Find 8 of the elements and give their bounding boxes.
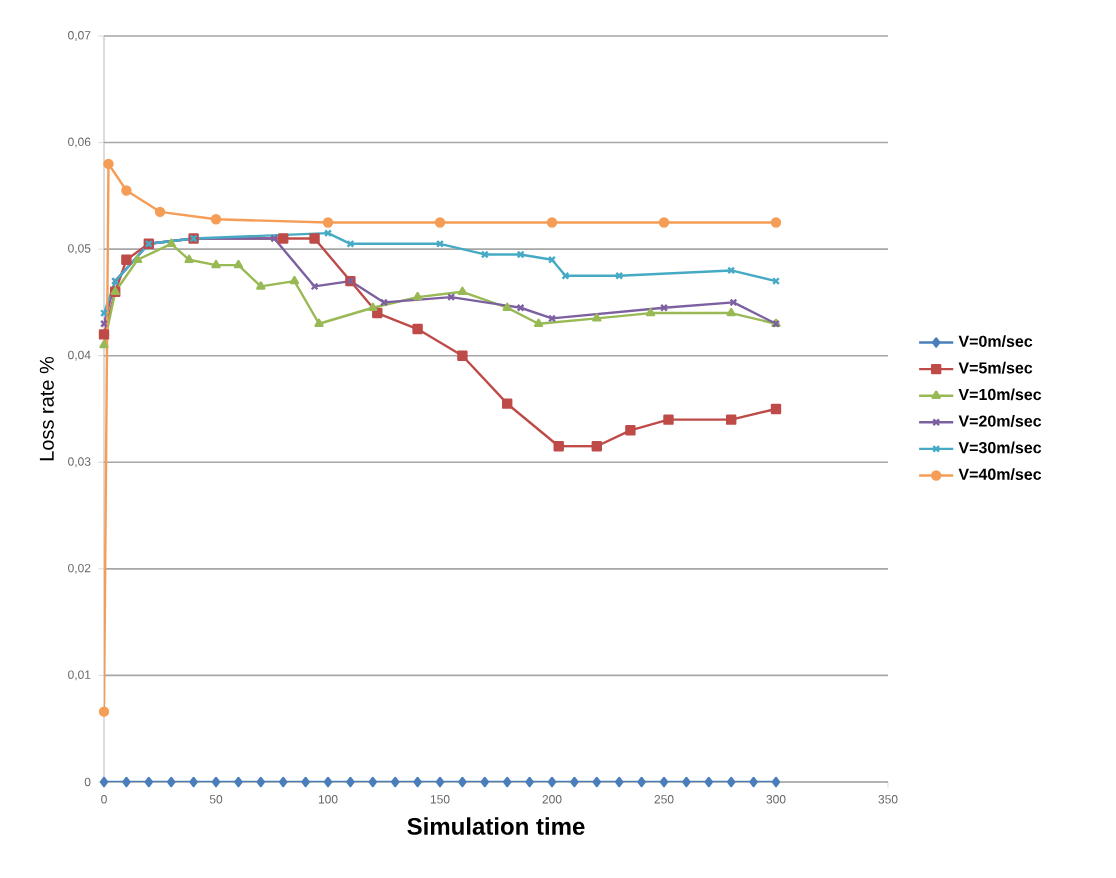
y-axis-title: Loss rate % [39, 356, 54, 461]
legend-label: V=20m/sec [958, 414, 1042, 427]
legend-label: V=5m/sec [958, 361, 1033, 374]
legend-label: V=30m/sec [958, 441, 1042, 454]
x-axis-title: Simulation time [407, 817, 585, 835]
legend-label: V=10m/sec [958, 388, 1042, 401]
legend-label: V=40m/sec [958, 468, 1042, 481]
legend-label: V=0m/sec [958, 335, 1033, 348]
